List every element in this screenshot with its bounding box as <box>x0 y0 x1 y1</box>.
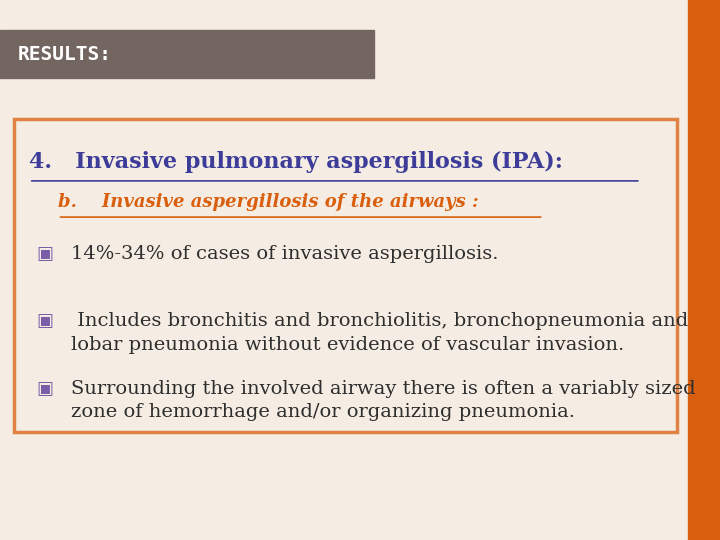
Text: 14%-34% of cases of invasive aspergillosis.: 14%-34% of cases of invasive aspergillos… <box>71 245 498 262</box>
Text: ▣: ▣ <box>36 380 53 397</box>
Text: Includes bronchitis and bronchiolitis, bronchopneumonia and
lobar pneumonia with: Includes bronchitis and bronchiolitis, b… <box>71 312 688 354</box>
Text: 4.   Invasive pulmonary aspergillosis (IPA):: 4. Invasive pulmonary aspergillosis (IPA… <box>29 151 562 173</box>
FancyBboxPatch shape <box>14 119 677 432</box>
Text: ▣: ▣ <box>36 312 53 330</box>
Text: RESULTS:: RESULTS: <box>18 44 112 64</box>
Text: ▣: ▣ <box>36 245 53 262</box>
Text: b.    Invasive aspergillosis of the airways :: b. Invasive aspergillosis of the airways… <box>58 193 478 211</box>
Text: Surrounding the involved airway there is often a variably sized
zone of hemorrha: Surrounding the involved airway there is… <box>71 380 696 421</box>
Bar <box>0 30 374 78</box>
Bar <box>688 0 720 540</box>
